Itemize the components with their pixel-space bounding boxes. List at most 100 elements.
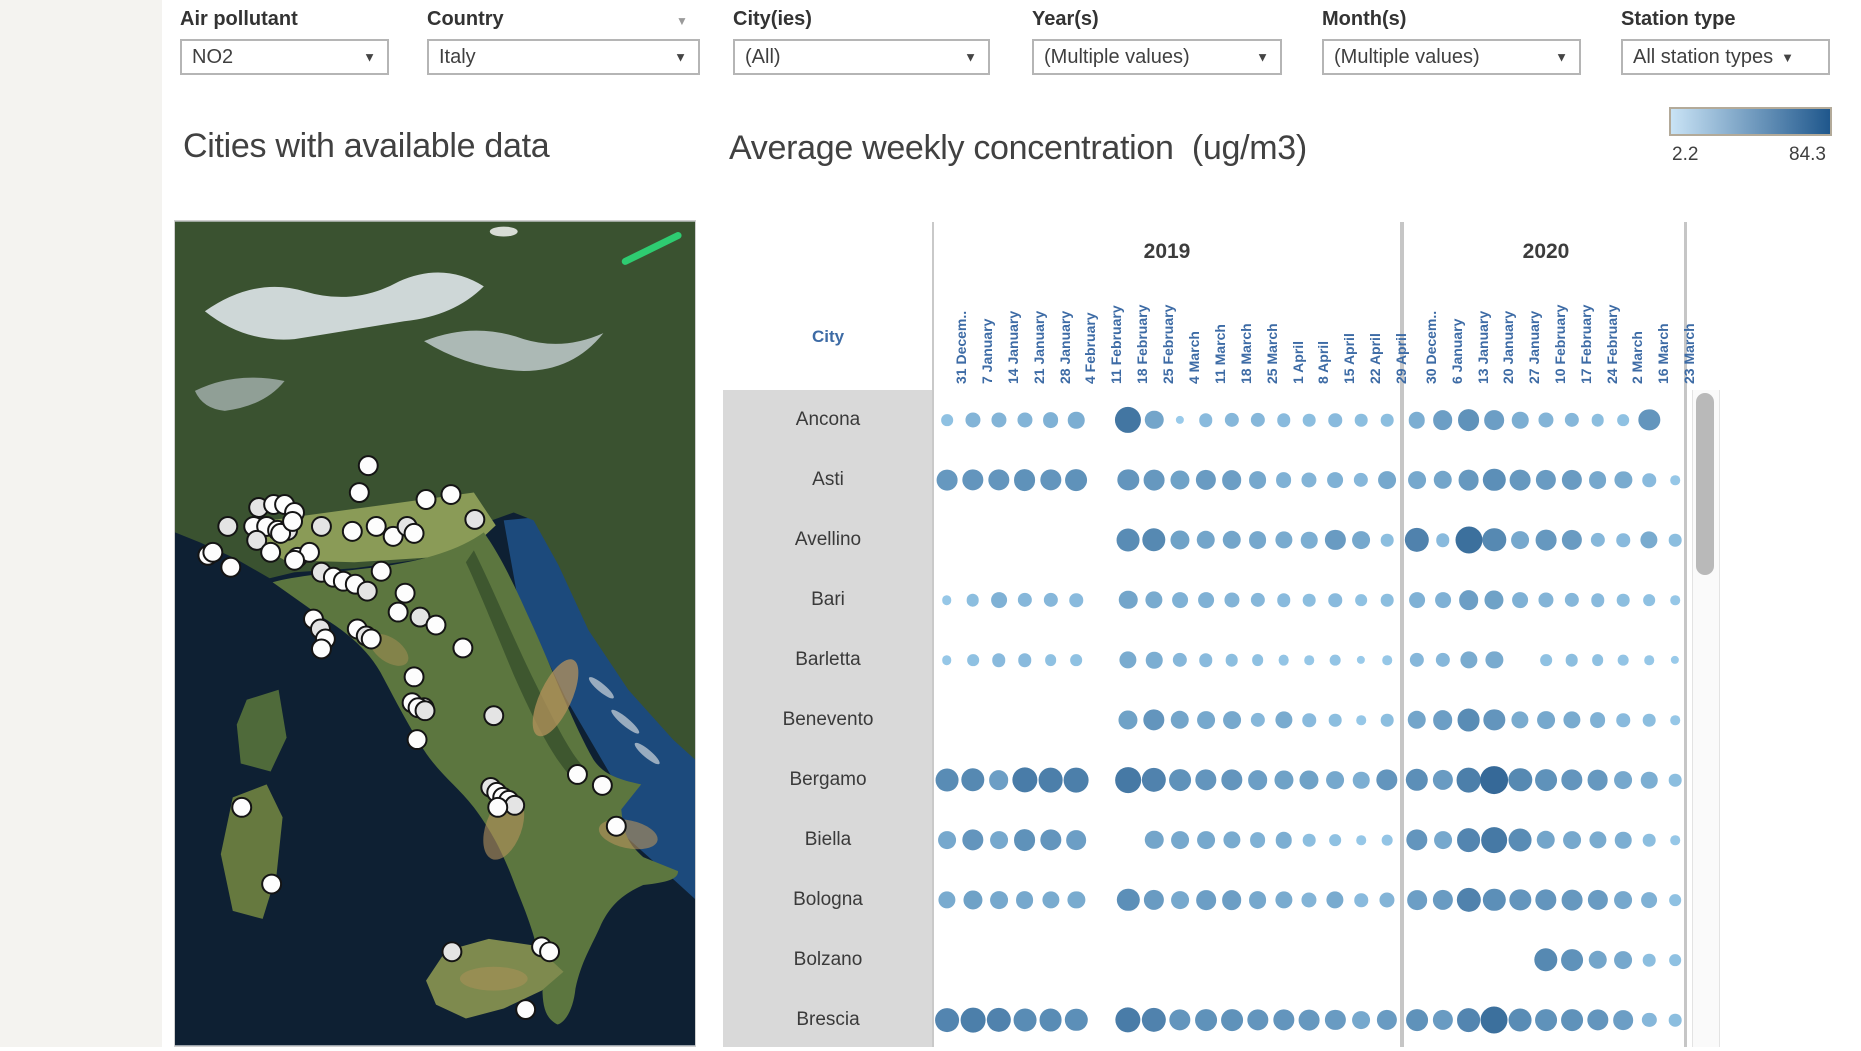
concentration-bubble[interactable] [1276, 413, 1291, 427]
concentration-bubble[interactable] [1644, 655, 1655, 665]
concentration-bubble[interactable] [1615, 831, 1632, 849]
concentration-bubble[interactable] [1587, 769, 1609, 791]
concentration-bubble[interactable] [1352, 531, 1371, 549]
concentration-bubble[interactable] [1378, 471, 1396, 489]
week-column-header[interactable]: 18 March [1237, 323, 1254, 384]
concentration-bubble[interactable] [1304, 655, 1315, 665]
concentration-bubble[interactable] [1670, 715, 1680, 725]
cities-dropdown[interactable]: (All) ▼ [733, 39, 990, 75]
concentration-bubble[interactable] [1356, 715, 1366, 725]
concentration-bubble[interactable] [1225, 653, 1239, 667]
concentration-bubble[interactable] [1172, 652, 1188, 668]
concentration-bubble[interactable] [1432, 1009, 1453, 1031]
concentration-bubble[interactable] [1017, 592, 1032, 608]
concentration-bubble[interactable] [1537, 711, 1555, 729]
concentration-bubble[interactable] [941, 414, 953, 426]
year-group-label[interactable]: 2020 [1522, 240, 1570, 263]
concentration-bubble[interactable] [935, 768, 959, 792]
city-row-label[interactable]: Ancona [795, 409, 861, 430]
concentration-bubble[interactable] [1432, 769, 1453, 791]
concentration-bubble[interactable] [1457, 708, 1480, 732]
concentration-bubble[interactable] [1560, 949, 1583, 971]
concentration-bubble[interactable] [1483, 709, 1506, 731]
concentration-bubble[interactable] [966, 593, 980, 607]
concentration-bubble[interactable] [1195, 890, 1216, 910]
concentration-bubble[interactable] [1508, 1008, 1532, 1032]
concentration-bubble[interactable] [1251, 654, 1264, 666]
concentration-bubble[interactable] [1357, 655, 1366, 665]
concentration-bubble[interactable] [1248, 471, 1267, 489]
concentration-bubble[interactable] [1222, 711, 1241, 729]
concentration-bubble[interactable] [1354, 893, 1368, 907]
concentration-bubble[interactable] [1535, 469, 1557, 491]
concentration-bubble[interactable] [1067, 891, 1085, 909]
city-marker[interactable] [425, 614, 447, 636]
concentration-bubble[interactable] [1273, 770, 1294, 790]
city-marker[interactable] [202, 541, 224, 563]
concentration-bubble[interactable] [938, 831, 956, 849]
week-column-header[interactable]: 14 January [1004, 310, 1021, 384]
concentration-bubble[interactable] [1483, 888, 1506, 912]
concentration-bubble[interactable] [1511, 711, 1529, 729]
concentration-bubble[interactable] [1408, 411, 1426, 429]
city-marker[interactable] [487, 796, 509, 818]
concentration-bubble[interactable] [1563, 711, 1581, 729]
concentration-bubble[interactable] [1115, 406, 1142, 434]
week-column-header[interactable]: 30 Decem.. [1422, 310, 1439, 384]
week-column-header[interactable]: 2 March [1629, 331, 1646, 384]
concentration-bubble[interactable] [1434, 592, 1451, 608]
city-marker[interactable] [591, 774, 613, 796]
concentration-bubble[interactable] [1142, 528, 1166, 552]
week-column-header[interactable]: 31 Decem.. [952, 310, 969, 384]
week-column-header[interactable]: 21 January [1030, 310, 1047, 384]
concentration-bubble[interactable] [1039, 1008, 1062, 1032]
concentration-bubble[interactable] [1538, 592, 1554, 608]
concentration-bubble[interactable] [1482, 528, 1507, 552]
week-column-header[interactable]: 23 March [1681, 323, 1698, 384]
concentration-bubble[interactable] [1561, 769, 1583, 791]
concentration-bubble[interactable] [1480, 1006, 1508, 1034]
city-marker[interactable] [356, 580, 378, 602]
week-column-header[interactable]: 20 January [1500, 310, 1517, 384]
concentration-bubble[interactable] [1044, 654, 1057, 666]
concentration-bubble[interactable] [1115, 1007, 1141, 1033]
week-column-header[interactable]: 10 February [1552, 304, 1568, 384]
concentration-bubble[interactable] [1614, 471, 1633, 489]
concentration-bubble[interactable] [1352, 771, 1370, 789]
concentration-bubble[interactable] [1508, 828, 1532, 852]
concentration-bubble[interactable] [1616, 713, 1631, 727]
concentration-bubble[interactable] [1196, 530, 1216, 550]
concentration-bubble[interactable] [1407, 890, 1427, 910]
city-marker[interactable] [441, 941, 463, 963]
concentration-bubble[interactable] [1536, 830, 1556, 850]
concentration-bubble[interactable] [1041, 891, 1060, 909]
concentration-bubble[interactable] [1670, 655, 1680, 665]
concentration-bubble[interactable] [1456, 767, 1481, 793]
concentration-bubble[interactable] [1143, 469, 1165, 491]
city-marker[interactable] [310, 638, 332, 660]
concentration-bubble[interactable] [1170, 710, 1190, 730]
concentration-bubble[interactable] [1143, 889, 1165, 911]
city-marker[interactable] [504, 794, 526, 816]
concentration-bubble[interactable] [1380, 533, 1394, 547]
concentration-bubble[interactable] [1070, 654, 1083, 666]
concentration-bubble[interactable] [1483, 468, 1506, 492]
concentration-bubble[interactable] [1224, 592, 1240, 608]
city-marker[interactable] [348, 482, 370, 504]
concentration-bubble[interactable] [1247, 770, 1268, 790]
concentration-bubble[interactable] [1380, 713, 1394, 727]
concentration-bubble[interactable] [1641, 771, 1658, 789]
concentration-bubble[interactable] [1509, 469, 1531, 491]
concentration-bubble[interactable] [1199, 413, 1213, 427]
concentration-bubble[interactable] [1170, 470, 1190, 490]
concentration-bubble[interactable] [1670, 475, 1680, 485]
concentration-bubble[interactable] [960, 1007, 986, 1033]
concentration-bubble[interactable] [1222, 530, 1241, 550]
concentration-bubble[interactable] [1145, 591, 1163, 609]
concentration-bubble[interactable] [1588, 950, 1607, 970]
concentration-bubble[interactable] [1272, 1009, 1295, 1031]
concentration-bubble[interactable] [1562, 831, 1581, 849]
concentration-bubble[interactable] [1535, 529, 1557, 551]
concentration-bubble[interactable] [1405, 768, 1429, 792]
concentration-bubble[interactable] [1325, 1009, 1346, 1031]
